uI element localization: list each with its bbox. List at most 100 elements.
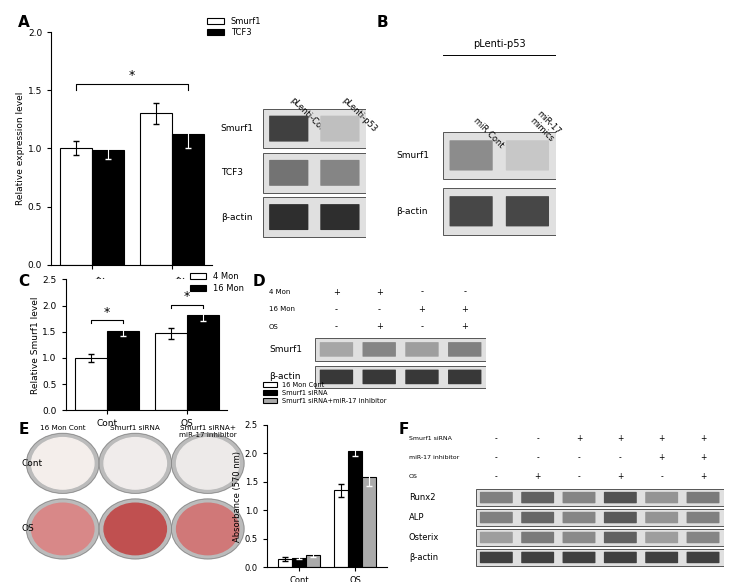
- Text: C: C: [18, 274, 29, 289]
- Legend: 4 Mon, 16 Mon: 4 Mon, 16 Mon: [186, 269, 247, 296]
- Y-axis label: Relative Smurf1 level: Relative Smurf1 level: [31, 296, 39, 393]
- FancyBboxPatch shape: [363, 370, 396, 384]
- FancyBboxPatch shape: [448, 342, 482, 357]
- FancyBboxPatch shape: [476, 529, 724, 546]
- Text: +: +: [376, 322, 382, 331]
- FancyBboxPatch shape: [645, 552, 678, 563]
- FancyBboxPatch shape: [448, 370, 482, 384]
- FancyBboxPatch shape: [263, 109, 366, 148]
- FancyBboxPatch shape: [269, 204, 308, 230]
- FancyBboxPatch shape: [480, 552, 512, 563]
- Text: +: +: [333, 288, 340, 296]
- Text: Cont: Cont: [22, 459, 43, 468]
- FancyBboxPatch shape: [686, 552, 719, 563]
- FancyBboxPatch shape: [604, 512, 637, 523]
- Ellipse shape: [26, 434, 99, 494]
- Text: -: -: [537, 434, 539, 443]
- FancyBboxPatch shape: [363, 342, 396, 357]
- Bar: [279, 559, 292, 567]
- Text: miR-17 inhibitor: miR-17 inhibitor: [409, 455, 459, 460]
- FancyBboxPatch shape: [563, 492, 596, 503]
- Text: miR Cont: miR Cont: [471, 116, 505, 150]
- FancyBboxPatch shape: [319, 370, 353, 384]
- FancyBboxPatch shape: [320, 116, 360, 141]
- Y-axis label: Absorbance (570 nm): Absorbance (570 nm): [233, 450, 242, 542]
- FancyBboxPatch shape: [315, 366, 486, 388]
- Text: +: +: [461, 305, 468, 314]
- Text: β-actin: β-actin: [221, 212, 252, 222]
- Text: -: -: [335, 305, 338, 314]
- FancyBboxPatch shape: [686, 532, 719, 543]
- Text: Smurf1: Smurf1: [221, 124, 254, 133]
- Text: β-actin: β-actin: [409, 553, 438, 562]
- FancyBboxPatch shape: [480, 512, 512, 523]
- FancyBboxPatch shape: [480, 492, 512, 503]
- Text: +: +: [461, 322, 468, 331]
- FancyBboxPatch shape: [263, 197, 366, 237]
- FancyBboxPatch shape: [450, 140, 493, 171]
- Ellipse shape: [26, 499, 99, 559]
- Text: +: +: [659, 453, 665, 462]
- Text: +: +: [534, 472, 541, 481]
- Text: *: *: [129, 69, 135, 82]
- Text: A: A: [18, 15, 30, 30]
- Bar: [172, 134, 204, 265]
- Text: Runx2: Runx2: [409, 493, 436, 502]
- Text: -: -: [495, 453, 498, 462]
- Bar: [107, 331, 139, 410]
- Bar: [334, 491, 348, 567]
- Text: OS: OS: [22, 524, 34, 534]
- Text: TCF3: TCF3: [221, 168, 243, 178]
- FancyBboxPatch shape: [563, 512, 596, 523]
- FancyBboxPatch shape: [686, 512, 719, 523]
- FancyBboxPatch shape: [476, 489, 724, 506]
- Text: OS: OS: [409, 474, 417, 479]
- Text: pLenti-p53: pLenti-p53: [473, 39, 526, 49]
- Text: -: -: [420, 322, 423, 331]
- Text: -: -: [335, 322, 338, 331]
- Text: +: +: [700, 434, 706, 443]
- FancyBboxPatch shape: [405, 370, 439, 384]
- FancyBboxPatch shape: [521, 512, 554, 523]
- FancyBboxPatch shape: [450, 196, 493, 226]
- Text: ALP: ALP: [409, 513, 425, 522]
- Text: +: +: [700, 472, 706, 481]
- FancyBboxPatch shape: [443, 132, 556, 179]
- FancyBboxPatch shape: [315, 338, 486, 360]
- FancyBboxPatch shape: [269, 160, 308, 186]
- Bar: [75, 358, 107, 410]
- FancyBboxPatch shape: [521, 492, 554, 503]
- Text: Smurf1 siRNA+
miR-17 inhibitor: Smurf1 siRNA+ miR-17 inhibitor: [179, 425, 237, 438]
- FancyBboxPatch shape: [506, 196, 549, 226]
- Text: Smurf1 siRNA: Smurf1 siRNA: [110, 425, 160, 431]
- Bar: [292, 558, 306, 567]
- FancyBboxPatch shape: [320, 160, 360, 186]
- Bar: [92, 150, 124, 265]
- Text: pLenti-p53: pLenti-p53: [340, 95, 378, 134]
- Text: E: E: [18, 422, 29, 437]
- Text: pLenti-Cont: pLenti-Cont: [289, 95, 330, 136]
- Text: +: +: [700, 453, 706, 462]
- FancyBboxPatch shape: [480, 532, 512, 543]
- Ellipse shape: [177, 503, 239, 555]
- FancyBboxPatch shape: [645, 492, 678, 503]
- FancyBboxPatch shape: [405, 342, 439, 357]
- Text: -: -: [660, 472, 663, 481]
- FancyBboxPatch shape: [563, 552, 596, 563]
- Ellipse shape: [104, 503, 167, 555]
- Text: -: -: [577, 472, 580, 481]
- Text: Smurf1 siRNA: Smurf1 siRNA: [409, 436, 452, 441]
- Text: +: +: [419, 305, 425, 314]
- Text: OS: OS: [269, 324, 279, 330]
- Text: 16 Mon Cont: 16 Mon Cont: [40, 425, 86, 431]
- FancyBboxPatch shape: [645, 532, 678, 543]
- Text: -: -: [495, 434, 498, 443]
- Text: -: -: [420, 288, 423, 296]
- Text: 4 Mon: 4 Mon: [269, 289, 290, 295]
- Ellipse shape: [177, 438, 239, 489]
- Bar: [362, 477, 376, 567]
- FancyBboxPatch shape: [263, 153, 366, 193]
- Text: *: *: [183, 290, 190, 303]
- Bar: [60, 148, 92, 265]
- Ellipse shape: [99, 499, 172, 559]
